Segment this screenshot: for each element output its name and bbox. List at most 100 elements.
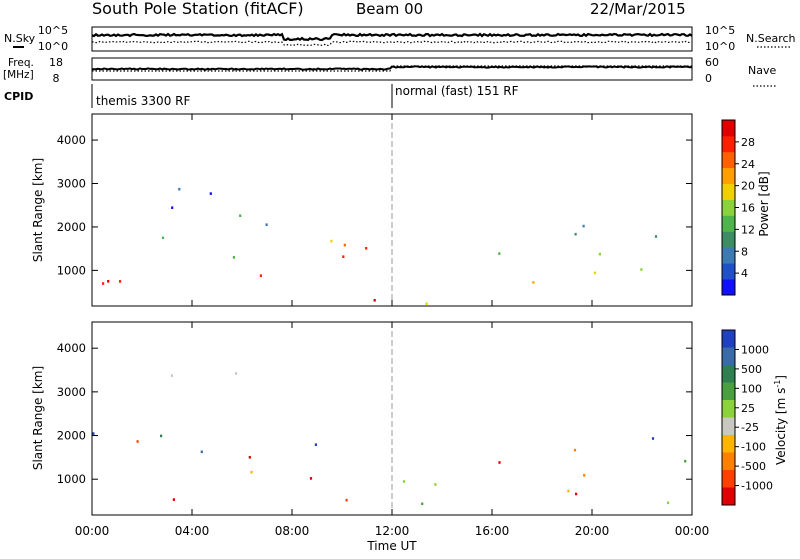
power-cbar-swatch: [722, 247, 735, 264]
vel-cbar-tick-label: 1000: [741, 343, 769, 356]
vel-echo-cell: [575, 492, 578, 496]
power-echo-cell: [119, 280, 122, 283]
power-ytick-label: 1000: [57, 263, 86, 277]
nave-tick-top: 60: [705, 56, 719, 69]
power-cbar-tick-label: 24: [741, 158, 755, 171]
time-tick-label: 20:00: [575, 524, 610, 538]
power-cbar-tick-label: 12: [741, 223, 755, 236]
vel-echo-cell: [235, 372, 238, 375]
vel-cbar-frame: [721, 329, 736, 506]
cpid-label: CPID: [4, 90, 33, 103]
power-echo-cell: [107, 280, 110, 283]
power-cbar-swatch: [722, 263, 735, 280]
power-panel: 1000 2000 3000 4000 Slant Range [km]: [31, 113, 693, 307]
sky-tick-top: 10^5: [38, 24, 68, 37]
power-ytick-label: 4000: [57, 133, 86, 147]
vel-echo-cell: [651, 437, 655, 440]
vel-cbar-swatch: [722, 470, 735, 488]
power-cbar-swatch: [722, 183, 735, 200]
vel-cbar-swatch: [722, 365, 735, 383]
power-cbar-swatch: [722, 215, 735, 232]
vel-ytick-label: 3000: [57, 385, 86, 399]
power-echo-cell: [654, 235, 658, 238]
vel-echo-cell: [170, 374, 173, 377]
time-tick-label: 16:00: [475, 524, 510, 538]
vel-echo-cell: [250, 470, 253, 474]
vel-cbar-swatch: [722, 382, 735, 401]
vel-echo-cell: [402, 480, 406, 483]
power-echo-cell: [239, 214, 242, 217]
power-echo-cell: [582, 224, 585, 228]
vel-cbar-tick-label: -1000: [741, 480, 773, 493]
vel-cbar-swatch: [722, 452, 735, 471]
power-cbar-swatch: [722, 120, 735, 137]
power-echo-cell: [209, 192, 212, 195]
power-y-axis: 1000 2000 3000 4000: [57, 133, 692, 277]
vel-echo-cell: [684, 459, 687, 463]
power-echo-cell: [640, 268, 643, 271]
nave-tick-bottom: 0: [705, 72, 712, 85]
cpid-row: CPID themis 3300 RF normal (fast) 151 RF: [4, 84, 519, 108]
nsearch-label: N.Search: [746, 32, 796, 45]
vel-cbar-tick-label: 500: [741, 363, 762, 376]
vel-echo-cell: [573, 448, 577, 452]
power-cbar-tick-label: 4: [741, 267, 748, 280]
vel-echo-cell: [434, 483, 437, 486]
vel-ytick-label: 1000: [57, 472, 86, 486]
vel-ytick-label: 2000: [57, 429, 86, 443]
search-tick-bottom: 10^0: [705, 40, 735, 53]
vel-echo-cell: [172, 498, 175, 501]
velocity-x-axis: 00:00 04:00 08:00 12:00 16:00 20:00 00:00: [75, 322, 709, 538]
noise-panel-frame: [91, 26, 693, 52]
power-echo-cell: [343, 243, 346, 247]
power-echo-cell: [574, 232, 577, 236]
noise-search-line: [91, 40, 692, 47]
time-tick-label: 00:00: [75, 524, 110, 538]
power-cbar-tick-label: 28: [741, 136, 755, 149]
cpid-segment-2: normal (fast) 151 RF: [395, 84, 519, 98]
vel-cbar-tick-label: 100: [741, 382, 762, 395]
power-ytick-label: 3000: [57, 177, 86, 191]
vel-echo-cell: [200, 450, 203, 454]
freq-tick-bottom: 8: [53, 72, 60, 85]
date-title: 22/Mar/2015: [590, 0, 686, 18]
vel-echo-cell: [160, 434, 163, 438]
noise-sky-line: [91, 32, 693, 42]
power-cbar-swatch: [722, 135, 735, 153]
power-ytick-label: 2000: [57, 220, 86, 234]
vel-ytick-label: 4000: [57, 341, 86, 355]
power-colorbar: Power [dB] 4 8 12 16 20 24 28: [721, 119, 771, 296]
nave-label: Nave: [748, 64, 776, 77]
velocity-panel: 1000 2000 3000 4000 00:00 04:00 08:00 12:00 16:…: [31, 321, 709, 553]
power-cbar-tick-label: 8: [741, 245, 748, 258]
vel-echo-cell: [92, 432, 95, 435]
power-cbar-tick-label: 20: [741, 180, 755, 193]
time-tick-label: 12:00: [375, 524, 410, 538]
power-echo-cell: [102, 282, 105, 285]
power-echo-cell: [161, 236, 165, 240]
power-colorbar-label: Power [dB]: [757, 171, 771, 236]
vel-echo-cell: [314, 443, 317, 446]
vel-cbar-tick-label: 25: [741, 402, 755, 415]
station-title: South Pole Station (fitACF): [92, 0, 304, 18]
vel-echo-cell: [248, 456, 251, 459]
power-echo-cell: [593, 271, 597, 275]
vel-cbar-swatch: [722, 487, 735, 506]
power-echo-cell: [365, 247, 368, 250]
power-echo-cell: [178, 187, 181, 191]
power-echo-cell: [232, 256, 235, 259]
power-echo-cell: [373, 299, 376, 302]
sky-tick-bottom: 10^0: [38, 40, 68, 53]
power-cbar-tick-label: 16: [741, 202, 755, 215]
power-echo-cell: [171, 206, 174, 209]
power-echo-cell: [265, 223, 268, 226]
power-ylabel: Slant Range [km]: [31, 158, 45, 262]
noise-panel: N.Sky 10^5 10^0 10^5 10^0 N.Search: [4, 24, 796, 53]
velocity-y-axis: 1000 2000 3000 4000: [57, 341, 692, 486]
vel-cbar-swatch: [722, 400, 735, 418]
vel-cbar-swatch: [722, 435, 735, 453]
vel-echo-cell: [667, 501, 670, 505]
vel-echo-cell: [421, 502, 424, 506]
nsky-label: N.Sky: [4, 32, 36, 45]
